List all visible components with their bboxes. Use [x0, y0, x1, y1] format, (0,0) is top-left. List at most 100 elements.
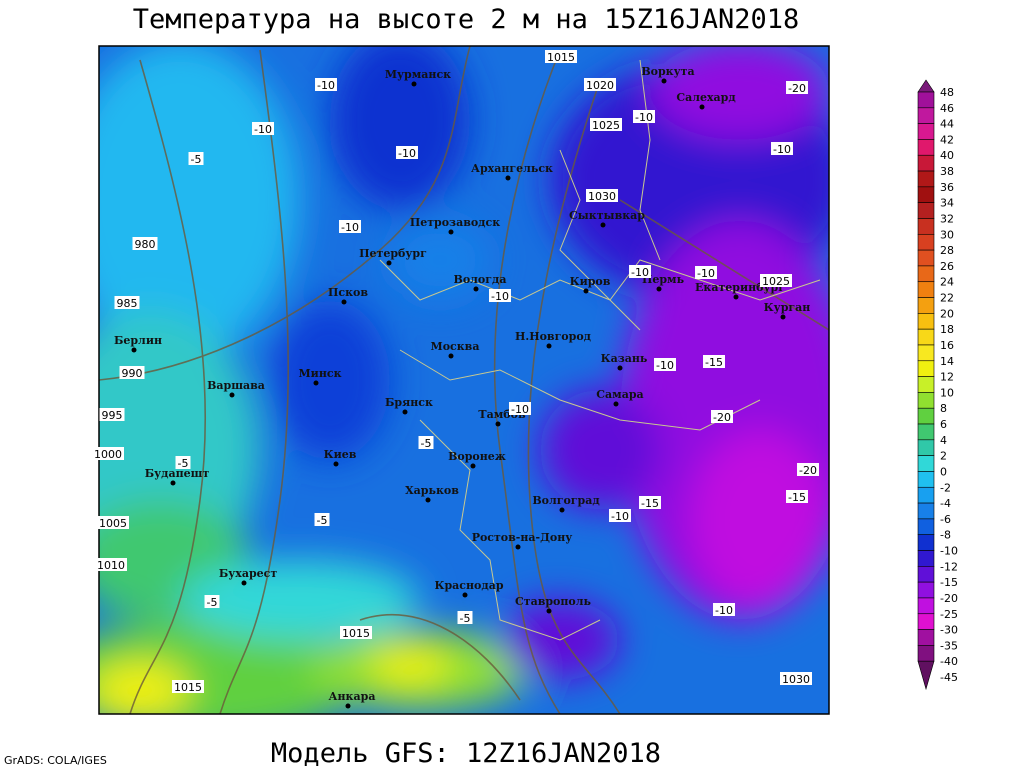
temperature-label: -10 — [396, 146, 418, 160]
colorbar-swatch — [917, 186, 935, 203]
isobars — [99, 46, 829, 714]
isobar-label-text: 1020 — [586, 79, 614, 92]
isobar-label-box — [97, 516, 129, 529]
temperature-label: -10 — [629, 265, 651, 279]
temperature-label-box — [639, 496, 661, 509]
colorbar-swatch — [917, 107, 935, 124]
colorbar-swatch — [917, 534, 935, 551]
temperature-label-text: -5 — [460, 612, 471, 625]
isobar-label-text: 1025 — [592, 119, 620, 132]
isobar-label: 1015 — [340, 626, 372, 640]
city-dot — [333, 461, 339, 467]
colorbar-label: 16 — [940, 339, 954, 352]
city-label: Берлин — [114, 334, 162, 347]
colorbar-swatch — [917, 233, 935, 251]
colorbar-swatch — [917, 328, 935, 346]
temperature-label: -5 — [188, 152, 204, 166]
city-dot — [470, 463, 476, 469]
temperature-label-text: -20 — [788, 82, 806, 95]
city-dot — [313, 380, 319, 386]
city-label: Минск — [298, 367, 341, 380]
temperature-label-box — [711, 410, 733, 423]
city-label: Ростов-на-Дону — [472, 531, 573, 544]
city-dot — [411, 81, 417, 87]
colorbar-label: 44 — [940, 118, 954, 131]
city-label: Курган — [764, 301, 811, 314]
temperature-label-text: -10 — [631, 266, 649, 279]
colorbar-label: -25 — [940, 608, 958, 621]
temperature-label-text: -20 — [713, 411, 731, 424]
map-frame — [98, 45, 830, 715]
colorbar-swatch — [917, 313, 935, 330]
temperature-label-box — [654, 358, 676, 371]
temperature-label: -10 — [633, 110, 655, 124]
temperature-label-text: -5 — [178, 457, 189, 470]
temperature-label-box — [339, 220, 361, 233]
city-dot — [515, 544, 521, 550]
isobar-label-text: 985 — [117, 297, 138, 310]
city-label: Анкара — [329, 690, 376, 703]
isobar-label: 1020 — [584, 78, 616, 92]
map-field — [99, 46, 829, 714]
isobar-label: 980 — [132, 237, 158, 251]
temperature-label-box — [315, 78, 337, 91]
city-dot — [341, 299, 347, 305]
colorbar-swatch — [917, 265, 935, 283]
colorbar-swatch — [917, 392, 935, 409]
temperature-label-box — [396, 146, 418, 159]
model-caption: Модель GFS: 12Z16JAN2018 — [271, 738, 661, 768]
city-label: Вологда — [454, 273, 507, 286]
city-dot — [386, 260, 392, 266]
temperature-label: -10 — [339, 220, 361, 234]
colorbar-label: -20 — [940, 592, 958, 605]
city-dot — [425, 497, 431, 503]
temperature-label-box — [633, 110, 655, 123]
colorbar-swatch — [917, 218, 935, 235]
isobar-label: 1010 — [95, 558, 127, 572]
city-dot — [559, 507, 565, 513]
temperature-label-text: -15 — [788, 491, 806, 504]
colorbar-swatch — [917, 455, 935, 472]
isobar-label: 995 — [99, 408, 125, 422]
temperature-label: -15 — [703, 355, 725, 369]
temperature-label: -20 — [786, 81, 808, 95]
colorbar-swatch — [917, 170, 935, 188]
temperature-label-box — [797, 463, 819, 476]
city-dot — [661, 78, 667, 84]
isobar-label-text: 1030 — [588, 190, 616, 203]
city-label: Петербург — [359, 247, 427, 260]
colorbar-label: 4 — [940, 434, 947, 447]
temperature-label-box — [786, 81, 808, 94]
temperature-label-box — [457, 611, 473, 624]
temperature-label-text: -10 — [697, 267, 715, 280]
isobar-label-box — [114, 296, 140, 309]
colorbar-label: 32 — [940, 212, 954, 225]
temperature-label-text: -10 — [773, 143, 791, 156]
colorbar-swatch — [917, 581, 935, 599]
city-label: Волгоград — [532, 494, 599, 507]
temperature-label: -10 — [713, 603, 735, 617]
colorbar-label: 14 — [940, 355, 954, 368]
colorbar-label: -8 — [940, 529, 951, 542]
colorbar-label: 6 — [940, 418, 947, 431]
colorbar-label: 28 — [940, 244, 954, 257]
city-label: Бухарест — [219, 567, 278, 580]
isobar-label: 1015 — [545, 50, 577, 64]
city-dot — [546, 343, 552, 349]
temperature-label-box — [188, 152, 204, 165]
city-dot — [229, 392, 235, 398]
colorbar-label: 18 — [940, 323, 954, 336]
isobar-label-box — [119, 366, 145, 379]
city-dot — [656, 286, 662, 292]
colorbar-label: -12 — [940, 560, 958, 573]
temperature-label: -10 — [654, 358, 676, 372]
temperature-label: -5 — [457, 611, 473, 625]
colorbar-swatch — [917, 123, 935, 140]
city-label: Сыктывкар — [569, 209, 645, 222]
colorbar-swatch — [917, 139, 935, 156]
temperature-label: -15 — [639, 496, 661, 510]
temperature-label: -20 — [711, 410, 733, 424]
colorbar-label: -10 — [940, 545, 958, 558]
colorbar-label: -15 — [940, 576, 958, 589]
isobar-label-text: 995 — [102, 409, 123, 422]
